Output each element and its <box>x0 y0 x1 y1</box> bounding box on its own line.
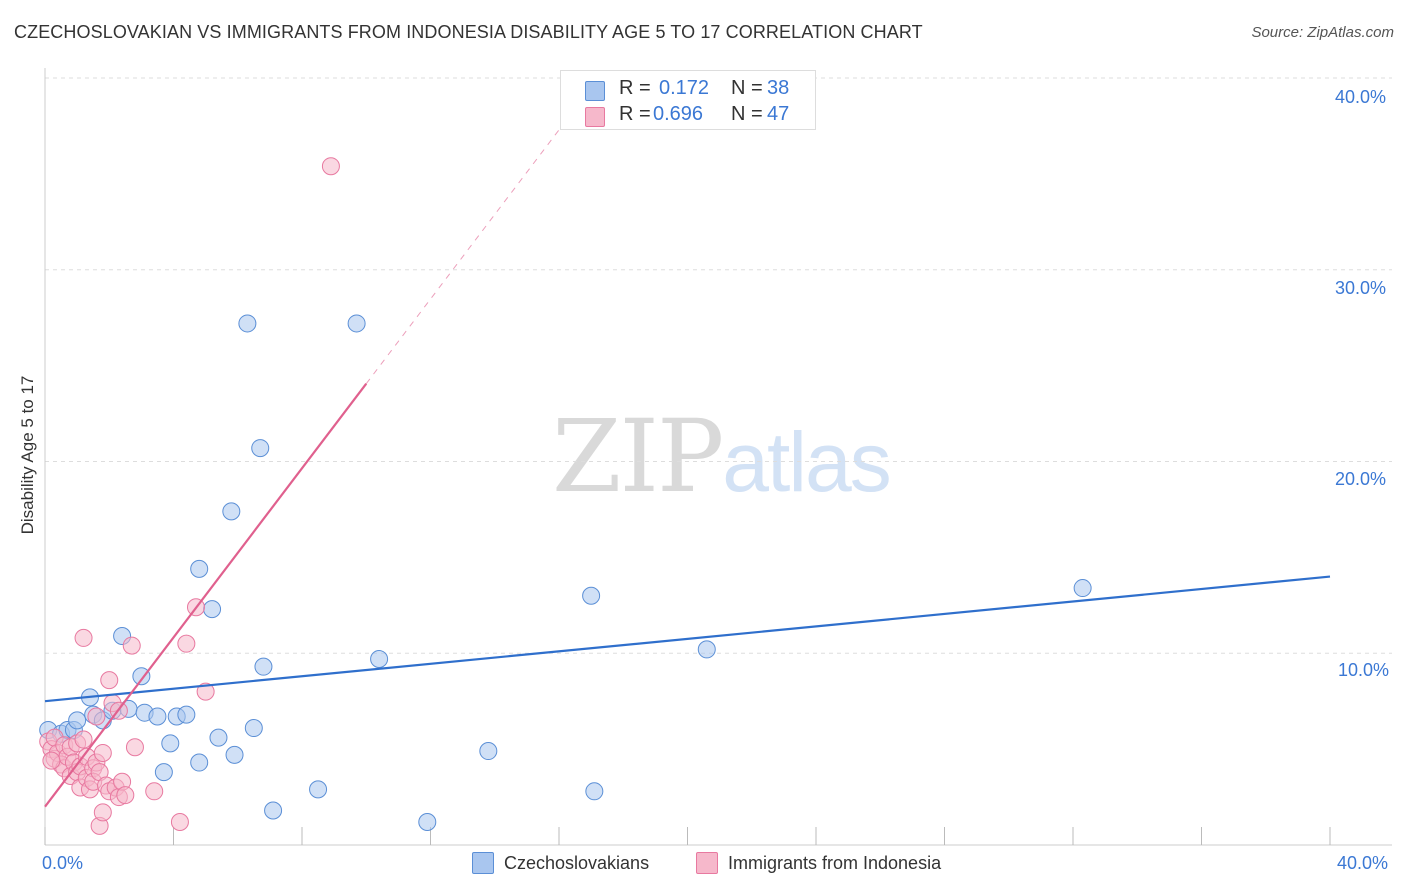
data-point-indonesia <box>321 157 340 176</box>
data-point-czechoslovakian <box>582 586 601 605</box>
legend-n-value: 38 <box>767 77 790 99</box>
data-point-indonesia <box>145 782 164 801</box>
data-point-czechoslovakian <box>697 640 716 659</box>
y-tick-label: 10.0% <box>1338 660 1390 680</box>
data-point-indonesia <box>170 812 189 831</box>
data-point-czechoslovakian <box>177 705 196 724</box>
data-point-czechoslovakian <box>222 502 241 521</box>
data-point-czechoslovakian <box>585 782 604 801</box>
legend-swatch-pink <box>585 107 605 127</box>
legend-r-value: 0.696 <box>653 103 704 125</box>
data-point-czechoslovakian <box>154 763 173 782</box>
data-point-indonesia <box>42 751 61 770</box>
data-point-indonesia <box>100 671 119 690</box>
y-tick-label: 20.0% <box>1335 469 1387 489</box>
legend-n-label: N = <box>731 77 763 99</box>
data-point-czechoslovakian <box>309 780 328 799</box>
data-point-indonesia <box>196 682 215 701</box>
data-point-czechoslovakian <box>418 812 437 831</box>
bottom-legend-label: Immigrants from Indonesia <box>728 853 942 873</box>
data-point-indonesia <box>93 803 112 822</box>
data-point-czechoslovakian <box>238 314 257 333</box>
data-point-czechoslovakian <box>161 734 180 753</box>
data-point-indonesia <box>93 743 112 762</box>
data-point-czechoslovakian <box>254 657 273 676</box>
data-point-indonesia <box>87 707 106 726</box>
correlation-legend: R = 0.172 N = 38 R = 0.696 N = 47 <box>560 70 816 130</box>
chart-title: CZECHOSLOVAKIAN VS IMMIGRANTS FROM INDON… <box>14 22 923 42</box>
data-point-indonesia <box>116 786 135 805</box>
data-point-czechoslovakian <box>190 753 209 772</box>
bottom-legend-swatch-pink <box>696 852 718 874</box>
legend-r-value: 0.172 <box>659 77 710 99</box>
trend-line-czechoslovakian <box>44 575 1331 703</box>
data-point-czechoslovakian <box>370 650 389 669</box>
bottom-legend-label: Czechoslovakians <box>504 853 650 873</box>
data-point-indonesia <box>74 628 93 647</box>
data-point-czechoslovakian <box>1073 579 1092 598</box>
data-point-czechoslovakian <box>148 707 167 726</box>
data-point-indonesia <box>74 730 93 749</box>
data-point-czechoslovakian <box>251 439 270 458</box>
watermark-zip: ZIP <box>552 398 724 515</box>
bottom-legend-swatch-blue <box>472 852 494 874</box>
legend-n-value: 47 <box>767 103 790 125</box>
data-point-czechoslovakian <box>244 719 263 738</box>
legend-swatch-blue <box>585 81 605 101</box>
trend-line-extension-indonesia <box>365 87 592 384</box>
source-label: Source: ZipAtlas.com <box>1251 24 1394 41</box>
data-point-czechoslovakian <box>225 745 244 764</box>
data-point-indonesia <box>125 738 144 757</box>
trend-line-indonesia <box>44 383 368 808</box>
data-point-czechoslovakian <box>209 728 228 747</box>
legend-r-label: R = <box>619 103 651 125</box>
data-point-czechoslovakian <box>347 314 366 333</box>
data-point-czechoslovakian <box>190 559 209 578</box>
data-point-indonesia <box>177 634 196 653</box>
legend-n-label: N = <box>731 103 763 125</box>
data-point-czechoslovakian <box>203 600 222 619</box>
data-point-czechoslovakian <box>264 801 283 820</box>
legend-r-label: R = <box>619 77 651 99</box>
data-point-czechoslovakian <box>479 742 498 761</box>
x-tick-label: 40.0% <box>1337 853 1389 873</box>
x-tick-label: 0.0% <box>42 853 84 873</box>
y-tick-label: 30.0% <box>1335 278 1387 298</box>
data-point-czechoslovakian <box>68 711 87 730</box>
data-point-indonesia <box>122 636 141 655</box>
data-point-czechoslovakian <box>132 667 151 686</box>
y-tick-label: 40.0% <box>1335 87 1387 107</box>
